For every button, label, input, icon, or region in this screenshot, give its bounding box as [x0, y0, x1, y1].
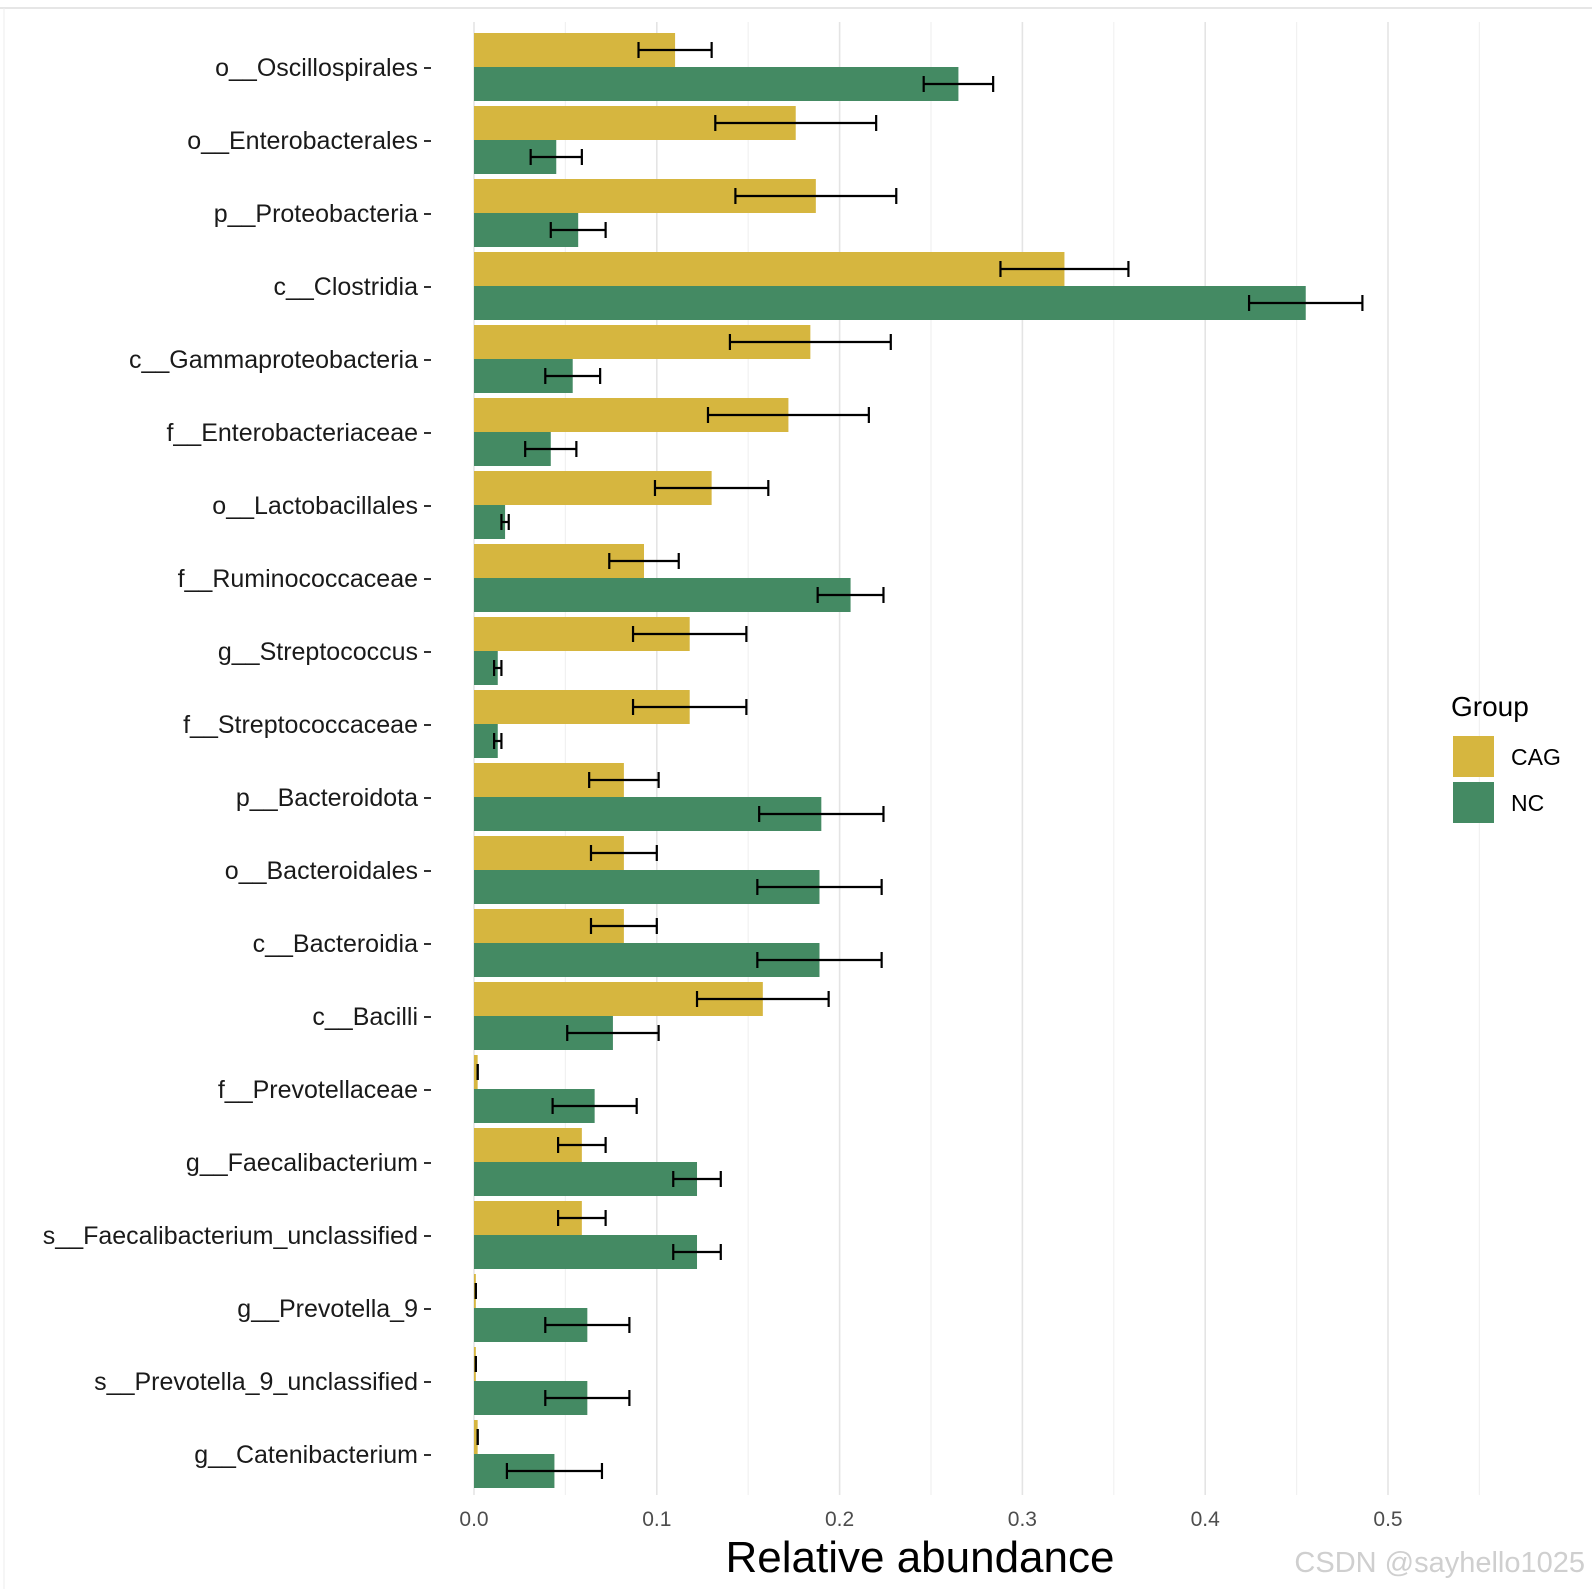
error-bar-cag	[734, 188, 898, 204]
error-bar-nc	[551, 1098, 638, 1114]
error-bar-nc	[816, 587, 885, 603]
error-bar-nc	[493, 733, 503, 749]
legend-swatch-nc	[1453, 782, 1494, 823]
legend-title: Group	[1451, 691, 1529, 722]
x-tick-label: 0.0	[459, 1508, 488, 1531]
error-bar-cag	[631, 699, 748, 715]
error-bar-nc	[549, 222, 607, 238]
x-tick-label: 0.2	[825, 1508, 854, 1531]
bar-nc	[474, 1235, 698, 1269]
error-bar-nc	[758, 806, 885, 822]
error-bar-nc	[544, 368, 602, 384]
error-bar-nc	[672, 1171, 722, 1187]
y-tick-label: o__Bacteroidales	[225, 857, 418, 885]
y-tick-label: g__Streptococcus	[218, 638, 418, 666]
error-bar-cag	[714, 115, 878, 131]
bar-nc	[474, 286, 1306, 320]
y-tick-label: g__Catenibacterium	[194, 1441, 418, 1469]
legend-label-nc: NC	[1511, 790, 1544, 816]
y-tick-label: f__Enterobacteriaceae	[166, 419, 418, 447]
error-bar-cag	[706, 407, 870, 423]
error-bar-nc	[500, 514, 510, 530]
error-bar-cag	[589, 918, 658, 934]
error-bar-nc	[756, 952, 883, 968]
y-tick-label: c__Bacilli	[312, 1003, 418, 1031]
error-bar-cag	[556, 1137, 607, 1153]
bar-nc	[474, 578, 851, 612]
y-tick-label: g__Prevotella_9	[237, 1295, 418, 1323]
error-bar-cag	[999, 261, 1130, 277]
error-bar-nc	[756, 879, 883, 895]
bar-cag	[474, 1055, 478, 1089]
y-tick-label: o__Lactobacillales	[212, 492, 418, 520]
error-bar-nc	[922, 76, 995, 92]
x-tick-label: 0.5	[1373, 1508, 1402, 1531]
y-tick-label: f__Ruminococcaceae	[178, 565, 418, 593]
legend-swatch-cag	[1453, 736, 1494, 777]
y-tick-label: o__Oscillospirales	[215, 54, 418, 82]
error-bar-nc	[529, 149, 583, 165]
error-bar-cag	[631, 626, 748, 642]
bar-nc	[474, 67, 959, 101]
y-tick-label: p__Proteobacteria	[214, 200, 418, 228]
bar-nc	[474, 724, 498, 758]
error-bar-cag	[588, 772, 660, 788]
error-bars	[474, 42, 1364, 1479]
watermark: CSDN @sayhello1025	[1294, 1547, 1585, 1579]
y-tick-label: p__Bacteroidota	[236, 784, 418, 812]
error-bar-nc	[524, 441, 578, 457]
bar-cag	[474, 1420, 478, 1454]
x-tick-label: 0.1	[642, 1508, 671, 1531]
error-bar-cag	[637, 42, 713, 58]
error-bar-cag	[695, 991, 830, 1007]
y-tick-label: c__Gammaproteobacteria	[129, 346, 418, 374]
y-tick-label: c__Clostridia	[273, 273, 418, 301]
error-bar-nc	[544, 1317, 631, 1333]
error-bar-nc	[493, 660, 503, 676]
y-tick-label: f__Streptococcaceae	[183, 711, 418, 739]
error-bar-cag	[608, 553, 680, 569]
x-tick-label: 0.4	[1191, 1508, 1221, 1531]
x-axis-ticks: 0.0 0.1 0.2 0.3 0.4 0.5	[459, 1508, 1402, 1531]
error-bar-cag	[556, 1210, 607, 1226]
x-tick-label: 0.3	[1008, 1508, 1037, 1531]
error-bar-cag	[589, 845, 658, 861]
error-bar-nc	[505, 1463, 604, 1479]
x-axis-title: Relative abundance	[726, 1533, 1115, 1582]
bar-nc	[474, 505, 506, 539]
bar-nc	[474, 1162, 698, 1196]
y-tick-label: o__Enterobacterales	[187, 127, 418, 155]
y-axis-labels: o__Oscillospirales o__Enterobacterales p__…	[43, 54, 431, 1469]
error-bar-nc	[672, 1244, 722, 1260]
y-tick-label: c__Bacteroidia	[253, 930, 418, 958]
error-bar-cag	[653, 480, 770, 496]
error-bar-nc	[1247, 295, 1364, 311]
y-tick-label: s__Prevotella_9_unclassified	[94, 1368, 418, 1396]
error-bar-nc	[566, 1025, 660, 1041]
y-tick-label: f__Prevotellaceae	[218, 1076, 418, 1104]
legend: Group CAG NC	[1451, 691, 1561, 823]
bar-cag	[474, 252, 1065, 286]
bar-nc	[474, 651, 498, 685]
legend-label-cag: CAG	[1511, 744, 1561, 770]
error-bar-cag	[728, 334, 892, 350]
y-tick-label: s__Faecalibacterium_unclassified	[43, 1222, 418, 1250]
error-bar-nc	[544, 1390, 631, 1406]
y-tick-label: g__Faecalibacterium	[186, 1149, 418, 1177]
